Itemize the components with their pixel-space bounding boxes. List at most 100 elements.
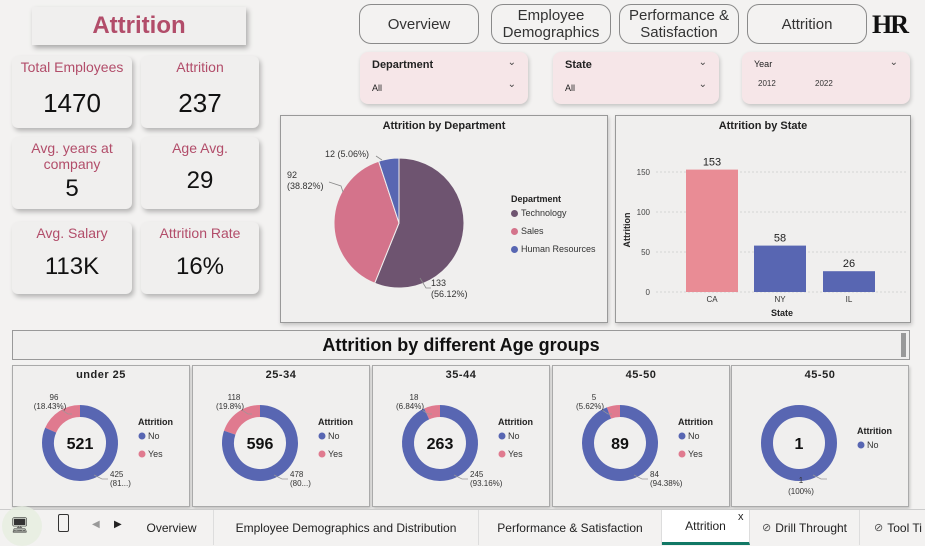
x-tick-label: IL bbox=[846, 295, 853, 304]
donut-segment-no[interactable] bbox=[42, 405, 118, 481]
tab-overview[interactable]: Overview bbox=[130, 510, 214, 545]
chevron-down-icon[interactable]: ⌄ bbox=[698, 79, 707, 90]
tab-label: Drill Throught bbox=[775, 520, 848, 535]
donut-segment-no[interactable] bbox=[582, 405, 658, 481]
legend-item-label: No bbox=[867, 440, 879, 450]
mobile-view-icon[interactable] bbox=[58, 514, 69, 532]
donut-data-label: 1 bbox=[799, 476, 804, 485]
donut-center-total: 89 bbox=[611, 436, 629, 453]
donut-segment-yes[interactable] bbox=[606, 405, 621, 419]
age-group-card: 25-34 596 118 (19.8%) 478 (80...) Attrition No Y… bbox=[192, 365, 370, 507]
year-slicer[interactable]: Year ⌄ 2012 2022 bbox=[742, 52, 910, 104]
pie-slice-human-resources[interactable] bbox=[378, 157, 400, 224]
hr-logo: HR bbox=[872, 10, 909, 39]
y-tick-label: 50 bbox=[641, 248, 650, 257]
donut-leader-line bbox=[241, 409, 252, 415]
donut-leader-line bbox=[633, 474, 648, 480]
chevron-down-icon[interactable]: ⌄ bbox=[507, 79, 516, 90]
age-donut-chart: 521 96(18.43%) 425(81...) Attrition No Yes bbox=[34, 393, 173, 488]
collapse-chevron-icon[interactable]: ⌄ bbox=[507, 57, 516, 68]
nav-attrition-button[interactable]: Attrition bbox=[747, 4, 867, 44]
pie-slice-technology[interactable] bbox=[373, 157, 465, 289]
age-group-title: 45-50 bbox=[804, 369, 836, 381]
app-logo-icon bbox=[2, 506, 42, 546]
department-slicer[interactable]: Department ⌄ All ⌄ bbox=[360, 52, 528, 104]
tab-employee-demographics[interactable]: Employee Demographics and Distribution bbox=[214, 510, 479, 545]
y-tick-label: 0 bbox=[646, 288, 651, 297]
legend-item-sales: Sales bbox=[511, 226, 544, 236]
age-group-title: 35-44 bbox=[445, 369, 477, 381]
collapse-chevron-icon[interactable]: ⌄ bbox=[698, 57, 707, 68]
legend-item-label: No bbox=[688, 431, 700, 441]
donut-segment-no[interactable] bbox=[402, 405, 478, 481]
bar-value-label: 26 bbox=[843, 258, 855, 270]
donut-leader-line bbox=[421, 409, 432, 415]
page-title: Attrition bbox=[32, 7, 246, 45]
slicer-label: Year bbox=[754, 59, 773, 69]
legend-title: Attrition bbox=[678, 417, 713, 427]
tab-attrition[interactable]: Attrition bbox=[662, 510, 750, 545]
legend-item-label: Yes bbox=[688, 449, 703, 459]
legend-dot-icon bbox=[138, 450, 146, 458]
kpi-label: Avg. Salary bbox=[36, 225, 108, 241]
department-pie-chart: 133(56.12%) 92(38.82%) 12 (5.06%) bbox=[287, 149, 468, 299]
y-axis-label: Attrition bbox=[622, 213, 632, 248]
close-tab-icon[interactable]: x bbox=[738, 511, 744, 523]
bar-ny[interactable] bbox=[754, 245, 806, 292]
bar-value-label: 58 bbox=[774, 233, 786, 245]
age-donut-chart: 263 18(6.84%) 245(93.16%) Attrition No Yes bbox=[396, 393, 533, 488]
kpi-value: 5 bbox=[65, 175, 79, 202]
scrollbar[interactable] bbox=[901, 333, 906, 357]
department-select-value[interactable]: All bbox=[372, 83, 383, 93]
year-from-input[interactable]: 2012 bbox=[758, 79, 776, 88]
donut-segment-yes[interactable] bbox=[424, 405, 441, 420]
tab-scroll-right-icon[interactable]: ▶ bbox=[114, 519, 122, 530]
kpi-age-avg: Age Avg. 29 bbox=[141, 137, 259, 209]
bar-il[interactable] bbox=[823, 271, 875, 292]
state-select-value[interactable]: All bbox=[565, 83, 576, 93]
legend-item-label: Yes bbox=[508, 449, 523, 459]
legend-item-label: Yes bbox=[148, 449, 163, 459]
chart-title: Attrition by State bbox=[718, 120, 808, 132]
y-tick-label: 150 bbox=[637, 168, 651, 177]
tab-drill-through[interactable]: ⊘ Drill Throught bbox=[750, 510, 860, 545]
donut-segment-yes[interactable] bbox=[224, 405, 261, 436]
x-tick-label: NY bbox=[774, 295, 786, 304]
tab-performance[interactable]: Performance & Satisfaction bbox=[479, 510, 662, 545]
bar-ca[interactable] bbox=[686, 169, 738, 292]
legend-dot-icon bbox=[511, 209, 518, 217]
pie-data-label: 92 bbox=[287, 170, 297, 180]
chart-title: Attrition by Department bbox=[382, 120, 506, 132]
donut-leader-line bbox=[601, 409, 612, 415]
age-group-title: 25-34 bbox=[265, 369, 297, 381]
nav-overview-button[interactable]: Overview bbox=[359, 4, 479, 44]
donut-segment-no[interactable] bbox=[761, 405, 837, 481]
year-to-input[interactable]: 2022 bbox=[815, 79, 833, 88]
donut-segment-no[interactable] bbox=[222, 405, 298, 481]
nav-demographics-button[interactable]: Employee Demographics bbox=[491, 4, 611, 44]
donut-segment-yes[interactable] bbox=[45, 405, 81, 433]
legend-dot-icon bbox=[511, 245, 518, 253]
pie-slice-sales[interactable] bbox=[333, 160, 400, 284]
chevron-down-icon[interactable]: ⌄ bbox=[889, 57, 898, 68]
legend-item-label: No bbox=[148, 431, 160, 441]
donut-data-label: (81...) bbox=[110, 479, 131, 488]
donut-data-label: (93.16%) bbox=[470, 479, 503, 488]
tab-scroll-left-icon[interactable]: ◀ bbox=[92, 519, 100, 530]
donut-data-label: (5.62%) bbox=[576, 402, 604, 411]
donut-data-label: 478 bbox=[290, 470, 304, 479]
nav-performance-button[interactable]: Performance & Satisfaction bbox=[619, 4, 739, 44]
state-slicer[interactable]: State ⌄ All ⌄ bbox=[553, 52, 719, 104]
pie-data-label: (38.82%) bbox=[287, 181, 324, 191]
age-donut-chart: 596 118(19.8%) 478(80...) Attrition No Yes bbox=[216, 393, 353, 488]
hidden-page-icon: ⊘ bbox=[761, 522, 772, 534]
legend-title: Attrition bbox=[318, 417, 353, 427]
kpi-value: 237 bbox=[178, 88, 222, 118]
legend-dot-icon bbox=[857, 441, 865, 449]
donut-data-label: 5 bbox=[592, 393, 597, 402]
desktop-view-icon[interactable]: 🖥 bbox=[10, 517, 30, 534]
donut-center-total: 1 bbox=[795, 436, 804, 453]
hidden-page-icon: ⊘ bbox=[874, 522, 884, 534]
tab-tooltip[interactable]: ⊘ Tool Ti bbox=[860, 510, 925, 545]
tab-label: Tool Ti bbox=[887, 520, 922, 535]
